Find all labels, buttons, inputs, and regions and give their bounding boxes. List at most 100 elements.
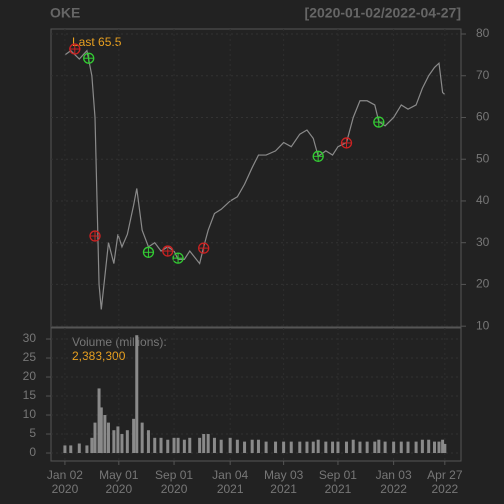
volume-bar xyxy=(188,437,192,454)
volume-bar xyxy=(176,437,180,454)
y-tick-label: 50 xyxy=(476,151,490,165)
volume-bar xyxy=(383,441,387,454)
volume-bar xyxy=(441,439,445,454)
x-tick-label: 2022 xyxy=(431,482,458,496)
x-tick-label: 2020 xyxy=(161,482,188,496)
x-tick-label: May 01 xyxy=(99,468,139,482)
volume-bar xyxy=(298,441,302,454)
volume-panel xyxy=(50,327,462,462)
x-tick-label: 2020 xyxy=(105,482,132,496)
volume-bar xyxy=(243,441,247,454)
volume-bar xyxy=(399,441,403,454)
volume-bar xyxy=(274,441,278,454)
volume-bar xyxy=(112,430,116,454)
y-tick-label: 0 xyxy=(29,445,36,459)
volume-bar xyxy=(85,445,89,454)
volume-bar xyxy=(159,437,163,454)
volume-bar xyxy=(336,441,340,454)
volume-bar xyxy=(182,439,186,454)
volume-bar xyxy=(427,439,431,454)
volume-bar xyxy=(282,441,286,454)
y-tick-label: 10 xyxy=(23,407,37,421)
volume-bar xyxy=(166,439,170,454)
sell-signal xyxy=(69,43,81,55)
volume-bar xyxy=(289,441,293,454)
volume-bar xyxy=(63,445,67,454)
y-tick-label: 30 xyxy=(23,331,37,345)
volume-bar xyxy=(344,441,348,454)
volume-bar xyxy=(103,415,107,454)
volume-bar xyxy=(106,422,110,454)
x-tick-label: 2022 xyxy=(380,482,407,496)
x-tick-label: Apr 27 xyxy=(427,468,463,482)
volume-bar xyxy=(420,439,424,454)
volume-bar xyxy=(373,441,377,454)
volume-bar xyxy=(132,418,136,454)
volume-bar xyxy=(90,437,94,454)
y-tick-label: 15 xyxy=(23,388,37,402)
y-tick-label: 70 xyxy=(476,68,490,82)
volume-bar xyxy=(264,441,268,454)
volume-bar xyxy=(135,335,139,454)
date-range: [2020-01-02/2022-04-27] xyxy=(305,5,461,21)
volume-bar xyxy=(316,439,320,454)
y-tick-label: 25 xyxy=(23,350,37,364)
volume-bar xyxy=(116,426,120,454)
buy-signal xyxy=(83,52,95,64)
sell-signal xyxy=(162,245,174,257)
y-tick-label: 20 xyxy=(476,277,490,291)
x-tick-label: 2021 xyxy=(270,482,297,496)
x-tick-label: 2021 xyxy=(325,482,352,496)
buy-signal xyxy=(312,150,324,162)
volume-bar xyxy=(324,441,328,454)
y-tick-label: 5 xyxy=(29,426,36,440)
buy-signal xyxy=(172,252,184,264)
y-tick-label: 80 xyxy=(476,26,490,40)
volume-bar xyxy=(146,430,150,454)
volume-bar xyxy=(443,443,447,454)
volume-bar xyxy=(198,437,202,454)
volume-bar xyxy=(250,439,254,454)
volume-bar xyxy=(77,443,81,454)
volume-bar xyxy=(125,430,129,454)
volume-bar xyxy=(172,437,176,454)
volume-bar xyxy=(228,437,232,454)
buy-signal xyxy=(373,116,385,128)
volume-bar xyxy=(153,437,157,454)
y-tick-label: 60 xyxy=(476,110,490,124)
volume-bar xyxy=(235,439,239,454)
volume-bar xyxy=(351,439,355,454)
x-tick-label: 2020 xyxy=(52,482,79,496)
volume-bar xyxy=(256,439,260,454)
buy-signal xyxy=(142,246,155,258)
y-tick-label: 20 xyxy=(23,369,37,383)
x-tick-label: Sep 01 xyxy=(319,468,357,482)
sell-signal xyxy=(89,230,101,242)
volume-bar xyxy=(331,441,335,454)
volume-bar xyxy=(433,441,437,454)
volume-bar xyxy=(414,441,418,454)
volume-bar xyxy=(99,407,103,454)
volume-bar xyxy=(305,441,309,454)
price-panel xyxy=(50,28,462,328)
volume-bar xyxy=(93,422,97,454)
x-tick-label: Jan 03 xyxy=(376,468,412,482)
y-tick-label: 40 xyxy=(476,193,490,207)
volume-bar xyxy=(97,388,101,454)
volume-bar xyxy=(392,441,396,454)
volume-bar xyxy=(212,437,216,454)
x-tick-label: 2021 xyxy=(217,482,244,496)
y-tick-label: 10 xyxy=(476,318,490,332)
volume-bar xyxy=(311,441,315,454)
volume-bar xyxy=(219,439,223,454)
volume-bar xyxy=(202,434,206,454)
x-tick-label: Jan 02 xyxy=(47,468,83,482)
x-tick-label: Jan 04 xyxy=(212,468,248,482)
volume-bar xyxy=(437,441,441,454)
last-volume: 2,383,300 xyxy=(72,349,126,363)
volume-bar xyxy=(365,441,369,454)
x-tick-label: Sep 01 xyxy=(155,468,193,482)
last-price: Last 65.5 xyxy=(72,35,122,49)
